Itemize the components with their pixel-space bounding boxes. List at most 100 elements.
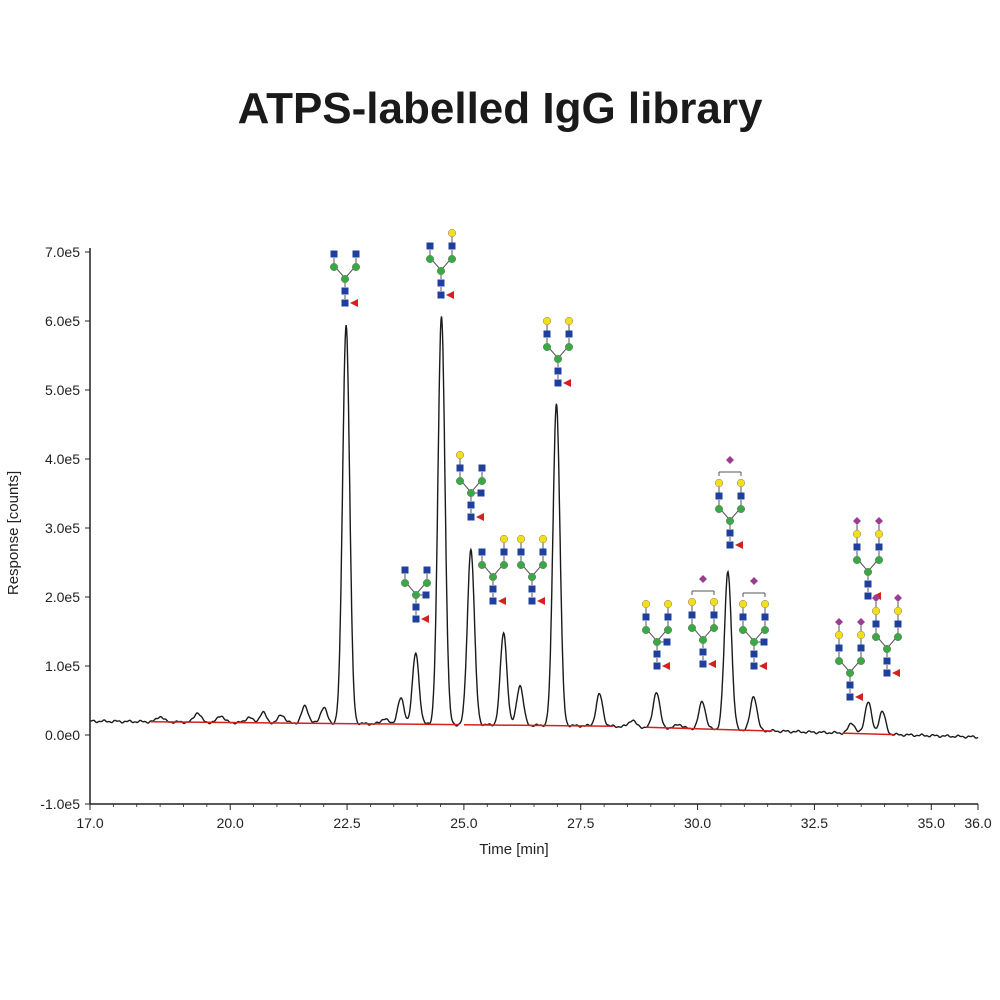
y-tick-label: -1.0e5 bbox=[40, 796, 80, 812]
glcnac-square-icon bbox=[642, 613, 650, 621]
mannose-circle-icon bbox=[699, 636, 708, 645]
mannose-circle-icon bbox=[467, 489, 476, 498]
galactose-circle-icon bbox=[543, 317, 552, 326]
glycan-annotations bbox=[330, 228, 903, 701]
sialic-acid-diamond-icon bbox=[894, 594, 902, 602]
galactose-circle-icon bbox=[875, 530, 884, 539]
x-tick-label: 35.0 bbox=[918, 815, 945, 831]
glcnac-square-icon bbox=[477, 489, 485, 497]
glcnac-square-icon bbox=[710, 611, 718, 619]
galactose-circle-icon bbox=[539, 535, 548, 544]
glcnac-square-icon bbox=[543, 330, 551, 338]
glcnac-square-icon bbox=[539, 548, 547, 556]
y-tick-label: 0.0e0 bbox=[45, 727, 80, 743]
mannose-circle-icon bbox=[528, 573, 537, 582]
y-tick-label: 6.0e5 bbox=[45, 313, 80, 329]
linkage-line bbox=[731, 510, 739, 519]
mannose-circle-icon bbox=[330, 263, 339, 272]
mannose-circle-icon bbox=[761, 626, 770, 635]
linkage-line bbox=[336, 268, 344, 277]
mannose-circle-icon bbox=[739, 626, 748, 635]
mannose-circle-icon bbox=[853, 556, 862, 565]
mannose-circle-icon bbox=[448, 254, 457, 263]
mannose-circle-icon bbox=[715, 505, 724, 514]
galactose-circle-icon bbox=[642, 600, 651, 609]
galactose-circle-icon bbox=[456, 451, 465, 460]
sialic-acid-diamond-icon bbox=[875, 517, 883, 525]
mannose-circle-icon bbox=[565, 343, 574, 352]
mannose-circle-icon bbox=[517, 561, 526, 570]
mannose-circle-icon bbox=[489, 573, 498, 582]
mannose-circle-icon bbox=[401, 579, 410, 588]
integration-baseline bbox=[842, 732, 894, 736]
x-tick-label: 25.0 bbox=[450, 815, 477, 831]
galactose-circle-icon bbox=[517, 535, 526, 544]
y-tick-label: 2.0e5 bbox=[45, 589, 80, 605]
glcnac-square-icon bbox=[422, 591, 430, 599]
sialic-acid-diamond-icon bbox=[872, 594, 880, 602]
galactose-circle-icon bbox=[872, 607, 881, 616]
linkage-line bbox=[442, 260, 450, 269]
y-axis-label: Response [counts] bbox=[5, 471, 22, 595]
glcnac-square-icon bbox=[853, 543, 861, 551]
mannose-circle-icon bbox=[726, 517, 735, 526]
x-tick-label: 20.0 bbox=[217, 815, 244, 831]
glcnac-square-icon bbox=[401, 566, 409, 574]
y-tick-label: 3.0e5 bbox=[45, 520, 80, 536]
linkage-line bbox=[878, 638, 886, 647]
linkage-line bbox=[346, 268, 354, 277]
glcnac-square-icon bbox=[528, 597, 536, 605]
glcnac-square-icon bbox=[500, 548, 508, 556]
galactose-circle-icon bbox=[715, 479, 724, 488]
glcnac-square-icon bbox=[872, 620, 880, 628]
glcnac-square-icon bbox=[664, 613, 672, 621]
mannose-circle-icon bbox=[864, 568, 873, 577]
y-tick-label: 7.0e5 bbox=[45, 244, 80, 260]
glcnac-square-icon bbox=[517, 548, 525, 556]
fucose-triangle-icon bbox=[476, 513, 484, 521]
fucose-triangle-icon bbox=[421, 615, 429, 623]
galactose-circle-icon bbox=[739, 600, 748, 609]
x-tick-label: 22.5 bbox=[333, 815, 360, 831]
glcnac-square-icon bbox=[467, 513, 475, 521]
linkage-line bbox=[417, 584, 425, 593]
glcnac-square-icon bbox=[846, 693, 854, 701]
mannose-circle-icon bbox=[456, 477, 465, 486]
glcnac-square-icon bbox=[528, 585, 536, 593]
glcnac-square-icon bbox=[883, 669, 891, 677]
fucose-triangle-icon bbox=[350, 299, 358, 307]
linkage-line bbox=[745, 631, 753, 640]
linkage-line bbox=[755, 631, 763, 640]
x-tick-label: 17.0 bbox=[76, 815, 103, 831]
glcnac-square-icon bbox=[653, 662, 661, 670]
glcnac-square-icon bbox=[739, 613, 747, 621]
mannose-circle-icon bbox=[750, 638, 759, 647]
mannose-circle-icon bbox=[426, 254, 435, 263]
chromatogram-trace bbox=[89, 316, 979, 739]
glcnac-square-icon bbox=[750, 662, 758, 670]
glcnac-square-icon bbox=[864, 592, 872, 600]
x-axis-label: Time [min] bbox=[479, 841, 548, 858]
glcnac-square-icon bbox=[467, 501, 475, 509]
mannose-circle-icon bbox=[653, 638, 662, 647]
mannose-circle-icon bbox=[423, 579, 432, 588]
glcnac-square-icon bbox=[456, 464, 464, 472]
glcnac-square-icon bbox=[663, 638, 671, 646]
fucose-triangle-icon bbox=[759, 662, 767, 670]
mannose-circle-icon bbox=[539, 561, 548, 570]
mannose-circle-icon bbox=[437, 267, 446, 276]
mannose-circle-icon bbox=[835, 657, 844, 666]
mannose-circle-icon bbox=[341, 275, 350, 284]
galactose-circle-icon bbox=[688, 598, 697, 607]
glcnac-square-icon bbox=[489, 585, 497, 593]
mannose-circle-icon bbox=[688, 624, 697, 633]
x-tick-label: 32.5 bbox=[801, 815, 828, 831]
glcnac-square-icon bbox=[894, 620, 902, 628]
mannose-circle-icon bbox=[543, 343, 552, 352]
glcnac-square-icon bbox=[330, 250, 338, 258]
glcnac-square-icon bbox=[437, 291, 445, 299]
mannose-circle-icon bbox=[352, 263, 361, 272]
glcnac-square-icon bbox=[448, 242, 456, 250]
linkage-line bbox=[841, 662, 849, 671]
x-tick-label: 30.0 bbox=[684, 815, 711, 831]
